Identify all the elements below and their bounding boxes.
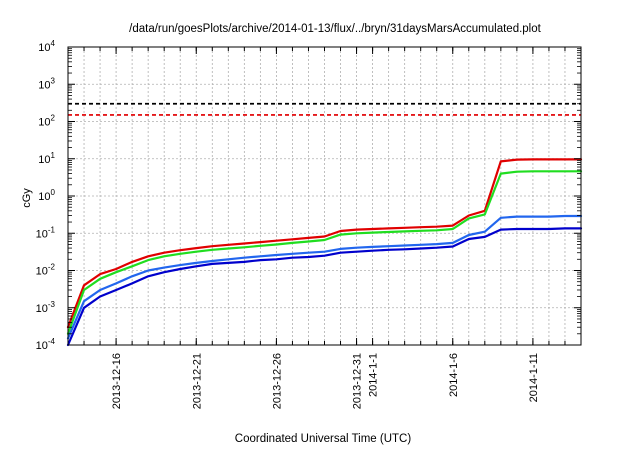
y-tick-label: 10-2 xyxy=(36,263,56,278)
y-tick-exponent: 4 xyxy=(51,39,56,48)
x-tick-label: 2014-1-11 xyxy=(528,353,540,402)
x-tick-labels: 2013-12-16 2013-12-21 2013-12-26 2013-12-31… xyxy=(111,353,540,409)
x-tick-label: 2014-1-6 xyxy=(448,353,460,397)
y-tick-base: 10 xyxy=(36,303,48,315)
y-tick-base: 10 xyxy=(36,228,48,240)
y-tick-exponent: 0 xyxy=(51,188,56,197)
series-lines xyxy=(66,158,583,347)
y-tick-exponent: -4 xyxy=(48,337,56,346)
series-line xyxy=(66,170,583,335)
series-line xyxy=(66,158,583,329)
y-tick-exponent: -1 xyxy=(48,225,56,234)
y-tick-label: 10-1 xyxy=(36,225,56,240)
y-tick-exponent: 2 xyxy=(51,114,56,123)
y-tick-label: 10-4 xyxy=(36,337,56,352)
y-tick-exponent: 1 xyxy=(51,151,56,160)
y-tick-exponent: 3 xyxy=(51,76,56,85)
y-tick-exponent: -3 xyxy=(48,300,56,309)
y-tick-label: 103 xyxy=(38,76,55,91)
x-axis-title: Coordinated Universal Time (UTC) xyxy=(235,433,412,445)
grid-lines xyxy=(68,47,581,345)
y-tick-base: 10 xyxy=(38,79,50,91)
series-line xyxy=(66,214,583,340)
y-tick-base: 10 xyxy=(38,117,50,129)
x-tick-label: 2013-12-16 xyxy=(111,353,123,409)
y-tick-base: 10 xyxy=(38,42,50,54)
y-tick-label: 104 xyxy=(38,39,55,54)
x-tick-label: 2014-1-1 xyxy=(368,353,380,397)
y-axis-title: cGy xyxy=(21,188,33,208)
x-tick-label: 2013-12-26 xyxy=(271,353,283,409)
reference-lines xyxy=(68,102,581,116)
y-tick-label: 10-3 xyxy=(36,300,56,315)
y-tick-exponent: -2 xyxy=(48,263,56,272)
y-tick-label: 101 xyxy=(38,151,55,166)
y-tick-label: 102 xyxy=(38,114,55,129)
chart-title: /data/run/goesPlots/archive/2014-01-13/f… xyxy=(129,23,541,35)
x-tick-label: 2013-12-21 xyxy=(191,353,203,409)
y-tick-base: 10 xyxy=(38,191,50,203)
x-tick-label: 2013-12-31 xyxy=(352,353,364,409)
y-tick-label: 100 xyxy=(38,188,55,203)
series-line xyxy=(66,227,583,347)
y-tick-base: 10 xyxy=(36,266,48,278)
y-tick-base: 10 xyxy=(36,340,48,352)
axis-ticks xyxy=(67,46,582,346)
y-tick-base: 10 xyxy=(38,154,50,166)
